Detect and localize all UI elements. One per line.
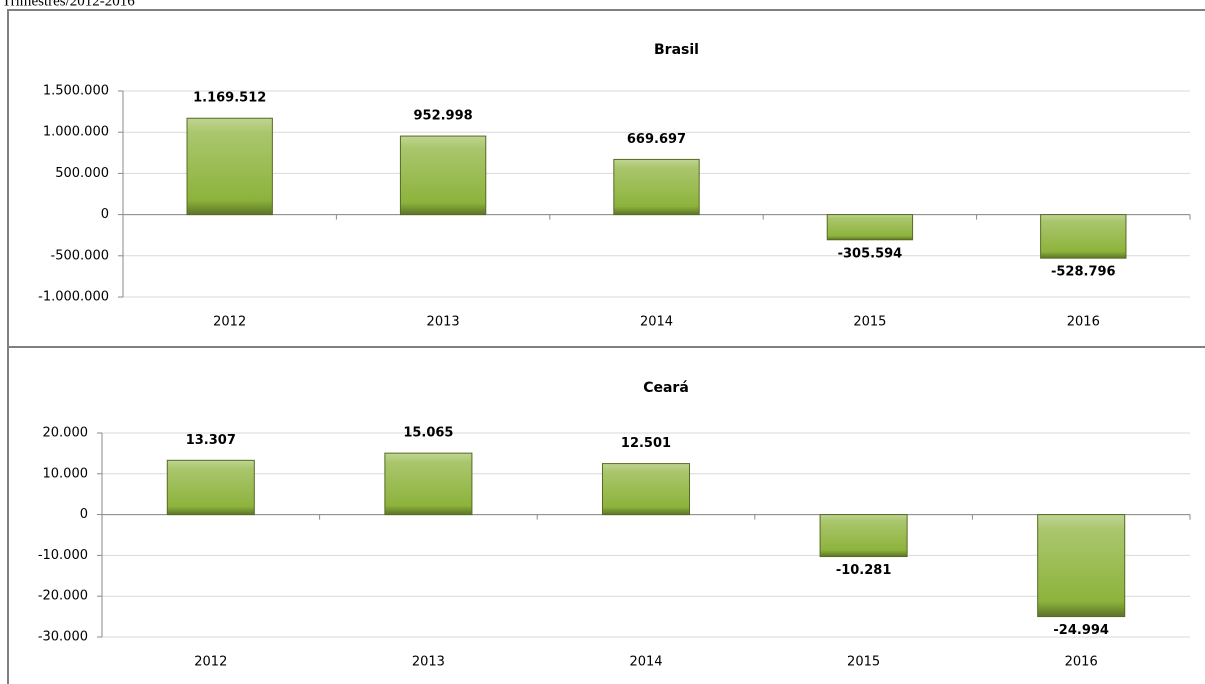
bar [166, 459, 255, 516]
bar [613, 158, 700, 216]
y-tick-label: 500.000 [55, 166, 109, 181]
bar [186, 117, 273, 216]
y-tick-label: 0 [80, 507, 88, 522]
bar [1040, 214, 1127, 259]
value-label: -528.796 [1051, 265, 1116, 280]
y-tick-label: -1.000.000 [38, 290, 109, 305]
bar [399, 135, 487, 216]
x-tick-label: 2016 [1065, 655, 1098, 670]
value-label: 1.169.512 [193, 91, 266, 106]
value-label: 15.065 [403, 426, 453, 441]
x-tick-label: 2016 [1067, 315, 1100, 330]
bar [819, 514, 908, 558]
bar [601, 463, 691, 516]
x-tick-label: 2014 [640, 315, 673, 330]
y-tick-label: -500.000 [51, 248, 109, 263]
y-tick-label: -20.000 [38, 589, 88, 604]
y-tick-label: 1.500.000 [43, 84, 109, 99]
x-tick-label: 2013 [427, 315, 460, 330]
caption: Trimestres/2012-2016 [2, 0, 135, 9]
y-tick-label: -30.000 [38, 630, 88, 645]
value-label: 13.307 [186, 433, 236, 448]
bar [384, 452, 473, 516]
y-tick-label: 0 [101, 207, 109, 222]
y-tick-label: 20.000 [43, 426, 89, 441]
bar [1037, 514, 1126, 618]
value-label: 952.998 [413, 109, 472, 124]
chart-title: Ceará [643, 380, 689, 396]
y-tick-label: 1.000.000 [43, 125, 109, 140]
x-tick-label: 2012 [213, 315, 246, 330]
value-label: 669.697 [627, 132, 686, 147]
value-label: -10.281 [836, 563, 892, 578]
x-tick-label: 2012 [194, 655, 227, 670]
chart-title: Brasil [654, 42, 699, 58]
x-tick-label: 2013 [412, 655, 445, 670]
bar [826, 214, 914, 241]
x-tick-label: 2015 [853, 315, 886, 330]
chart-frame [7, 346, 1205, 684]
y-tick-label: -10.000 [38, 548, 88, 563]
value-label: 12.501 [621, 436, 671, 451]
value-label: -305.594 [838, 246, 903, 261]
y-tick-label: 10.000 [43, 466, 89, 481]
value-label: -24.994 [1053, 623, 1109, 638]
x-tick-label: 2014 [629, 655, 662, 670]
x-tick-label: 2015 [847, 655, 880, 670]
